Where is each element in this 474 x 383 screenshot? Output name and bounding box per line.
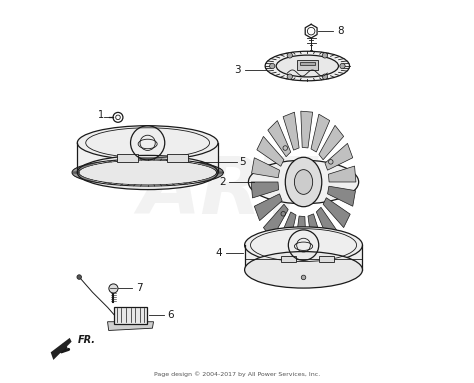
Polygon shape [277,212,296,250]
Bar [167,154,188,162]
Bar [117,154,138,162]
Ellipse shape [248,160,359,204]
Circle shape [270,63,275,69]
Polygon shape [257,136,284,166]
Text: 3: 3 [234,65,241,75]
Polygon shape [294,216,306,253]
Ellipse shape [285,157,322,207]
Polygon shape [301,111,313,148]
Polygon shape [255,194,282,221]
Ellipse shape [276,55,338,77]
Polygon shape [51,338,72,360]
Polygon shape [264,204,288,239]
Polygon shape [251,182,279,198]
Polygon shape [319,125,344,160]
Text: 6: 6 [168,310,174,320]
Polygon shape [268,121,291,157]
Text: 7: 7 [136,283,143,293]
Ellipse shape [245,252,363,288]
Polygon shape [328,186,356,206]
Text: ART: ART [138,152,313,231]
Circle shape [301,275,306,280]
Circle shape [322,74,328,79]
Polygon shape [325,143,353,170]
Polygon shape [308,214,324,252]
Polygon shape [252,158,280,178]
Polygon shape [328,166,356,182]
Polygon shape [245,245,363,270]
Text: Page design © 2004-2017 by All Power Services, Inc.: Page design © 2004-2017 by All Power Ser… [154,372,320,377]
Bar [300,62,315,65]
Bar [297,60,318,70]
Circle shape [287,74,292,79]
Circle shape [340,63,345,69]
Polygon shape [77,143,218,172]
Polygon shape [323,198,350,228]
Ellipse shape [77,155,218,190]
Ellipse shape [77,126,218,160]
Ellipse shape [245,227,363,264]
Ellipse shape [265,51,349,81]
Polygon shape [108,322,154,331]
Bar [319,255,334,262]
Text: 8: 8 [337,26,344,36]
Bar [281,255,296,262]
Text: FR.: FR. [77,335,95,345]
Circle shape [77,275,82,279]
Bar [114,306,146,324]
Polygon shape [316,207,339,244]
Polygon shape [283,112,299,150]
Text: 5: 5 [239,157,246,167]
Text: 1: 1 [98,110,104,121]
Polygon shape [311,114,330,152]
Circle shape [322,53,328,58]
Circle shape [109,284,118,293]
Circle shape [287,53,292,58]
Text: 4: 4 [215,248,222,258]
Ellipse shape [294,170,313,194]
Text: 2: 2 [219,177,226,187]
